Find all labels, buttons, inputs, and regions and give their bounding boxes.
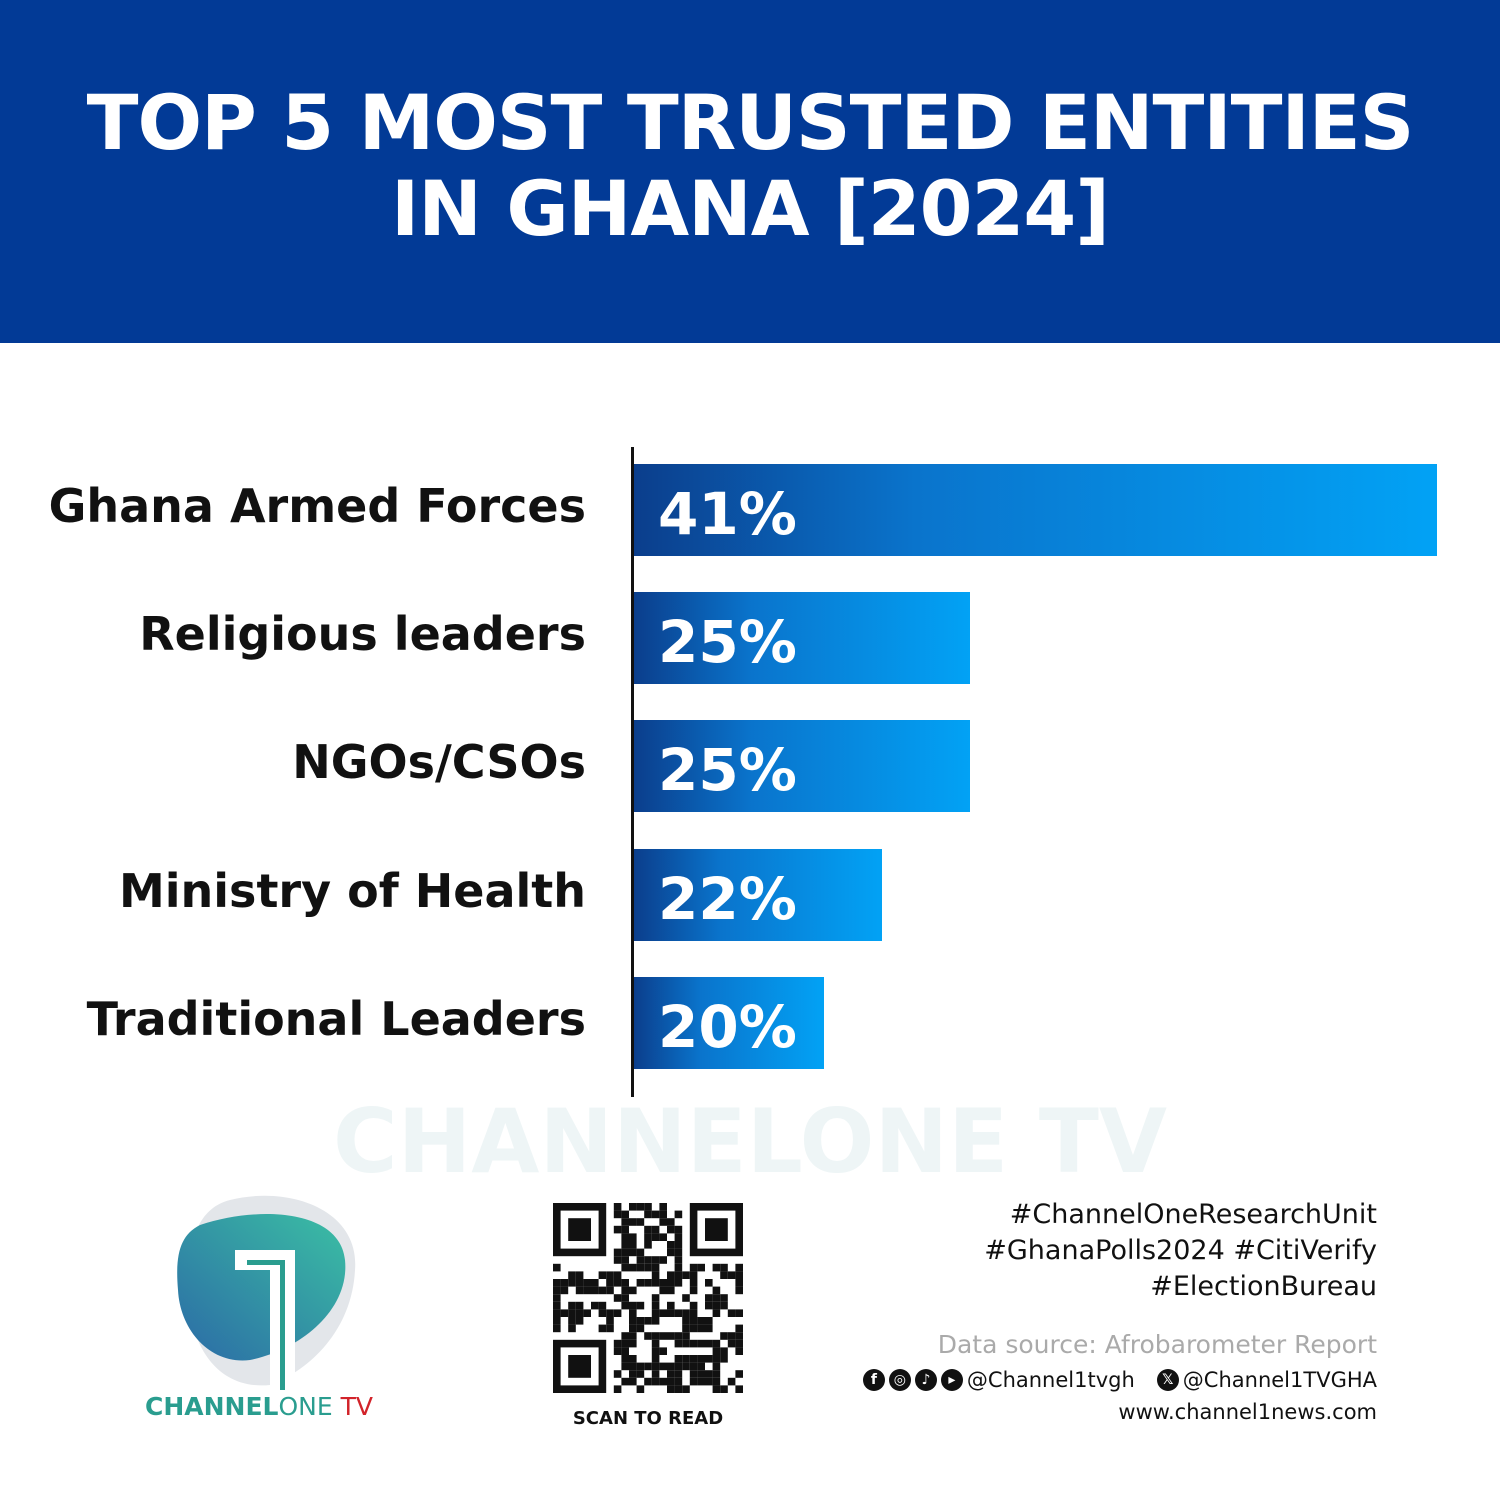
value-label: 41% [658, 480, 797, 548]
hashtag-line: #ElectionBureau [1150, 1271, 1377, 1302]
hashtag-line: #ChannelOneResearchUnit [1009, 1199, 1377, 1230]
hashtag-line: #GhanaPolls2024 #CitiVerify [984, 1235, 1377, 1266]
data-source: Data source: Afrobarometer Report [937, 1330, 1377, 1359]
social-handles: f ◎ ♪ ▸ @Channel1tvgh 𝕏 @Channel1TVGHA [862, 1368, 1377, 1392]
header-banner: TOP 5 MOST TRUSTED ENTITIES IN GHANA [20… [0, 0, 1500, 343]
value-label: 20% [658, 993, 797, 1061]
qr-code[interactable] [553, 1203, 743, 1393]
bar [634, 464, 1438, 556]
logo-text-one: ONE [278, 1392, 333, 1421]
facebook-icon[interactable]: f [862, 1369, 885, 1391]
value-label: 25% [658, 736, 797, 804]
x-icon[interactable]: 𝕏 [1156, 1369, 1179, 1391]
website-link[interactable]: www.channel1news.com [1118, 1400, 1377, 1424]
logo-wordmark: CHANNELONE TV [145, 1392, 373, 1421]
bar [634, 977, 824, 1069]
logo-text-tv: TV [332, 1392, 373, 1421]
category-label: Ministry of Health [119, 864, 586, 918]
y-axis-line [631, 447, 634, 1097]
value-label: 25% [658, 608, 797, 676]
instagram-icon[interactable]: ◎ [888, 1369, 911, 1391]
value-label: 22% [658, 865, 797, 933]
social-handle[interactable]: @Channel1tvgh [966, 1368, 1135, 1392]
x-handle[interactable]: @Channel1TVGHA [1182, 1368, 1377, 1392]
qr-caption: SCAN TO READ [572, 1408, 724, 1429]
tiktok-icon[interactable]: ♪ [914, 1369, 937, 1391]
youtube-icon[interactable]: ▸ [940, 1369, 963, 1391]
bar [634, 592, 970, 684]
category-label: Religious leaders [139, 607, 586, 661]
category-label: Ghana Armed Forces [48, 479, 586, 533]
category-label: Traditional Leaders [86, 992, 586, 1046]
bar [634, 849, 883, 941]
watermark: CHANNELONE TV [332, 1090, 1168, 1193]
hashtags: #ChannelOneResearchUnit #GhanaPolls2024 … [984, 1197, 1377, 1305]
chart-title: TOP 5 MOST TRUSTED ENTITIES IN GHANA [20… [86, 78, 1415, 253]
logo-text-channel: CHANNEL [145, 1392, 279, 1421]
bar [634, 720, 970, 812]
category-label: NGOs/CSOs [292, 735, 586, 789]
channel-one-logo [177, 1195, 356, 1390]
